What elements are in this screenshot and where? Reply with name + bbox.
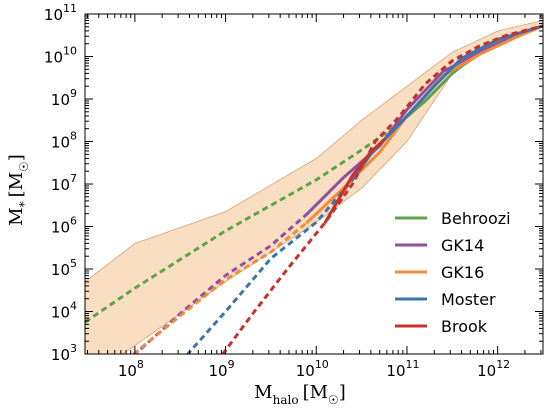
legend-label-moster: Moster	[441, 290, 496, 309]
x-tick-label: 108	[118, 358, 144, 380]
uncertainty-band	[85, 19, 543, 354]
legend: Behroozi GK14 GK16 Moster Brook	[395, 209, 511, 336]
series-gk14-dashed	[133, 212, 309, 354]
x-axis-label: Mhalo [M☉]	[254, 382, 346, 407]
series-layer	[85, 24, 543, 354]
legend-label-brook: Brook	[441, 317, 488, 336]
series-brook-solid	[323, 137, 386, 224]
x-tick-label: 1010	[296, 358, 329, 380]
y-tick-label: 107	[51, 172, 77, 194]
y-tick-label: 1011	[44, 2, 77, 24]
y-tick-label: 104	[51, 300, 77, 322]
series-brook-dashed	[220, 24, 543, 354]
ticks-layer: 108 109 1010 1011 1012 103 104 105 106 107 108 109 1…	[44, 2, 543, 380]
x-tick-label: 109	[209, 358, 235, 380]
x-tick-label: 1011	[386, 358, 419, 380]
y-axis-label: M*[M☉]	[6, 154, 31, 226]
x-tick-label: 1012	[477, 358, 510, 380]
y-tick-label: 109	[51, 87, 77, 109]
series-moster-dashed	[185, 178, 354, 354]
y-tick-label: 108	[51, 130, 77, 152]
legend-label-gk16: GK16	[441, 263, 484, 282]
y-tick-label: 105	[51, 257, 77, 279]
y-tick-label: 1010	[44, 45, 77, 67]
legend-label-behroozi: Behroozi	[441, 209, 511, 228]
uncertainty-band-layer	[85, 19, 543, 354]
y-tick-label: 106	[51, 215, 77, 237]
series-gk14-solid	[305, 24, 543, 216]
series-behroozi-dashed	[85, 123, 399, 324]
legend-label-gk14: GK14	[441, 236, 484, 255]
y-tick-label: 103	[51, 342, 77, 364]
